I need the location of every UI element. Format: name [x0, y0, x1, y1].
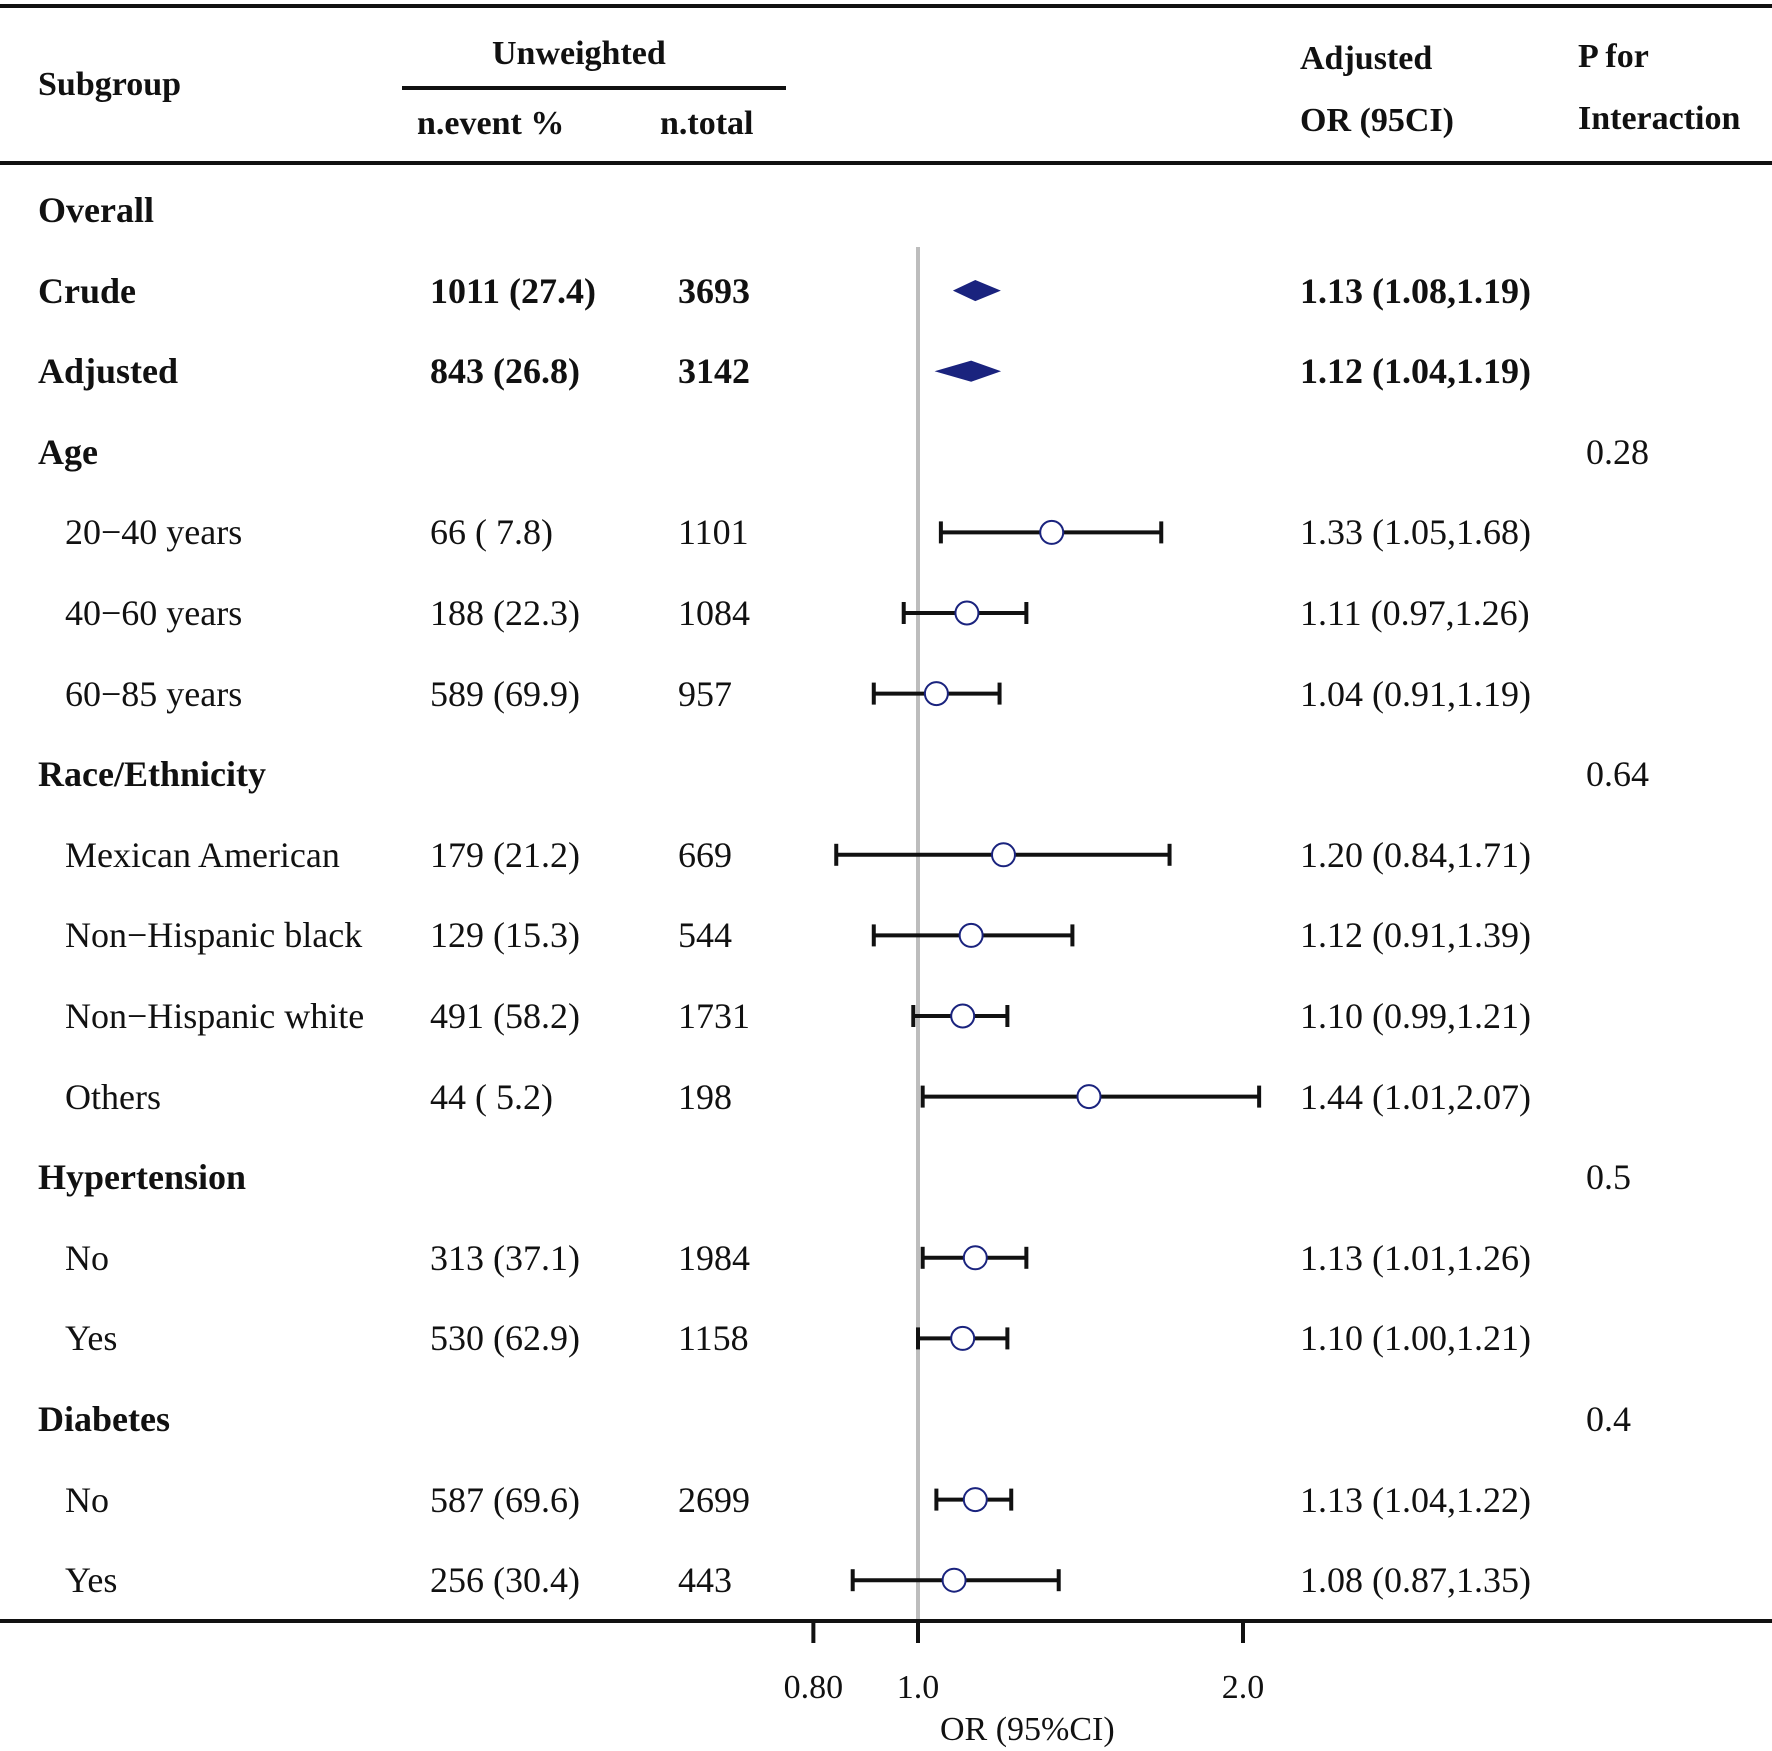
row-n-event: 179 (21.2): [430, 835, 580, 875]
row-n-total: 669: [678, 835, 732, 875]
row-label: Hypertension: [38, 1157, 247, 1197]
row-or-text: 1.13 (1.08,1.19): [1300, 271, 1531, 311]
point-estimate-marker: [1076, 1084, 1102, 1110]
row-n-total: 1984: [678, 1238, 750, 1278]
point-estimate-marker: [962, 1245, 988, 1271]
row-or-text: 1.20 (0.84,1.71): [1300, 835, 1531, 875]
row-or-text: 1.12 (0.91,1.39): [1300, 915, 1531, 955]
row-n-total: 3693: [678, 271, 750, 311]
row-n-total: 2699: [678, 1480, 750, 1520]
row-p-interaction: 0.5: [1586, 1157, 1631, 1197]
row-n-total: 198: [678, 1077, 732, 1117]
row-n-event: 530 (62.9): [430, 1318, 580, 1358]
point-estimate-marker: [954, 600, 980, 626]
x-axis-tick-label: 2.0: [1222, 1669, 1265, 1706]
row-label: No: [65, 1238, 109, 1278]
row-n-event: 129 (15.3): [430, 915, 580, 955]
row-label: 60−85 years: [65, 674, 243, 714]
point-estimate-marker: [923, 681, 949, 707]
row-label: Non−Hispanic white: [65, 996, 365, 1036]
row-n-total: 443: [678, 1560, 732, 1600]
row-label: 40−60 years: [65, 593, 243, 633]
x-axis-tick-label: 1.0: [897, 1669, 940, 1706]
row-n-total: 1158: [678, 1318, 749, 1358]
row-n-total: 1101: [678, 512, 749, 552]
row-label: Age: [38, 432, 98, 472]
row-p-interaction: 0.28: [1586, 432, 1649, 472]
row-n-event: 587 (69.6): [430, 1480, 580, 1520]
row-or-text: 1.33 (1.05,1.68): [1300, 512, 1531, 552]
point-estimate-marker: [941, 1567, 967, 1593]
row-or-text: 1.44 (1.01,2.07): [1300, 1077, 1531, 1117]
header-p-line2: Interaction: [1578, 100, 1741, 137]
header-p-line1: P for: [1578, 38, 1649, 75]
row-n-event: 256 (30.4): [430, 1560, 580, 1600]
row-or-text: 1.13 (1.04,1.22): [1300, 1480, 1531, 1520]
row-label: Mexican American: [65, 835, 340, 875]
row-or-text: 1.12 (1.04,1.19): [1300, 351, 1531, 391]
top-rule: [0, 4, 1772, 8]
row-label: No: [65, 1480, 109, 1520]
row-or-text: 1.11 (0.97,1.26): [1300, 593, 1530, 633]
row-label: 20−40 years: [65, 512, 243, 552]
row-label: Non−Hispanic black: [65, 915, 363, 955]
row-n-event: 66 ( 7.8): [430, 512, 553, 552]
row-p-interaction: 0.64: [1586, 754, 1649, 794]
point-estimate-marker: [950, 1003, 976, 1029]
row-n-total: 1731: [678, 996, 750, 1036]
row-or-text: 1.04 (0.91,1.19): [1300, 674, 1531, 714]
row-label: Yes: [65, 1560, 118, 1600]
row-or-text: 1.08 (0.87,1.35): [1300, 1560, 1531, 1600]
row-label: Adjusted: [38, 351, 179, 391]
summary-diamond: [934, 360, 1002, 382]
row-n-total: 3142: [678, 351, 750, 391]
row-n-event: 188 (22.3): [430, 593, 580, 633]
point-estimate-marker: [950, 1325, 976, 1351]
x-axis-title: OR (95%CI): [940, 1711, 1115, 1748]
row-label: Crude: [38, 271, 136, 311]
header-n-total: n.total: [660, 105, 754, 142]
row-n-total: 1084: [678, 593, 750, 633]
point-estimate-marker: [958, 922, 984, 948]
summary-diamond: [952, 280, 1001, 302]
point-estimate-marker: [962, 1487, 988, 1513]
row-n-total: 957: [678, 674, 732, 714]
row-label: Overall: [38, 190, 154, 230]
row-n-event: 843 (26.8): [430, 351, 580, 391]
header-or-line2: OR (95CI): [1300, 102, 1454, 139]
row-label: Race/Ethnicity: [38, 754, 266, 794]
row-or-text: 1.10 (1.00,1.21): [1300, 1318, 1531, 1358]
header-n-event: n.event %: [417, 105, 565, 142]
x-axis-tick-label: 0.80: [784, 1669, 844, 1706]
row-n-event: 589 (69.9): [430, 674, 580, 714]
row-n-event: 1011 (27.4): [430, 271, 596, 311]
row-label: Others: [65, 1077, 161, 1117]
row-or-text: 1.10 (0.99,1.21): [1300, 996, 1531, 1036]
point-estimate-marker: [1039, 519, 1065, 545]
row-n-event: 491 (58.2): [430, 996, 580, 1036]
row-label: Yes: [65, 1318, 118, 1358]
header-or-line1: Adjusted: [1300, 40, 1433, 77]
point-estimate-marker: [990, 842, 1016, 868]
header-rule: [0, 161, 1772, 165]
row-n-event: 44 ( 5.2): [430, 1077, 553, 1117]
bottom-rule: [0, 1619, 1772, 1623]
row-n-event: 313 (37.1): [430, 1238, 580, 1278]
header-unweighted: Unweighted: [492, 35, 666, 72]
row-label: Diabetes: [38, 1399, 170, 1439]
row-or-text: 1.13 (1.01,1.26): [1300, 1238, 1531, 1278]
row-n-total: 544: [678, 915, 732, 955]
row-p-interaction: 0.4: [1586, 1399, 1631, 1439]
header-subgroup: Subgroup: [38, 66, 182, 103]
unweighted-underline: [402, 86, 786, 90]
